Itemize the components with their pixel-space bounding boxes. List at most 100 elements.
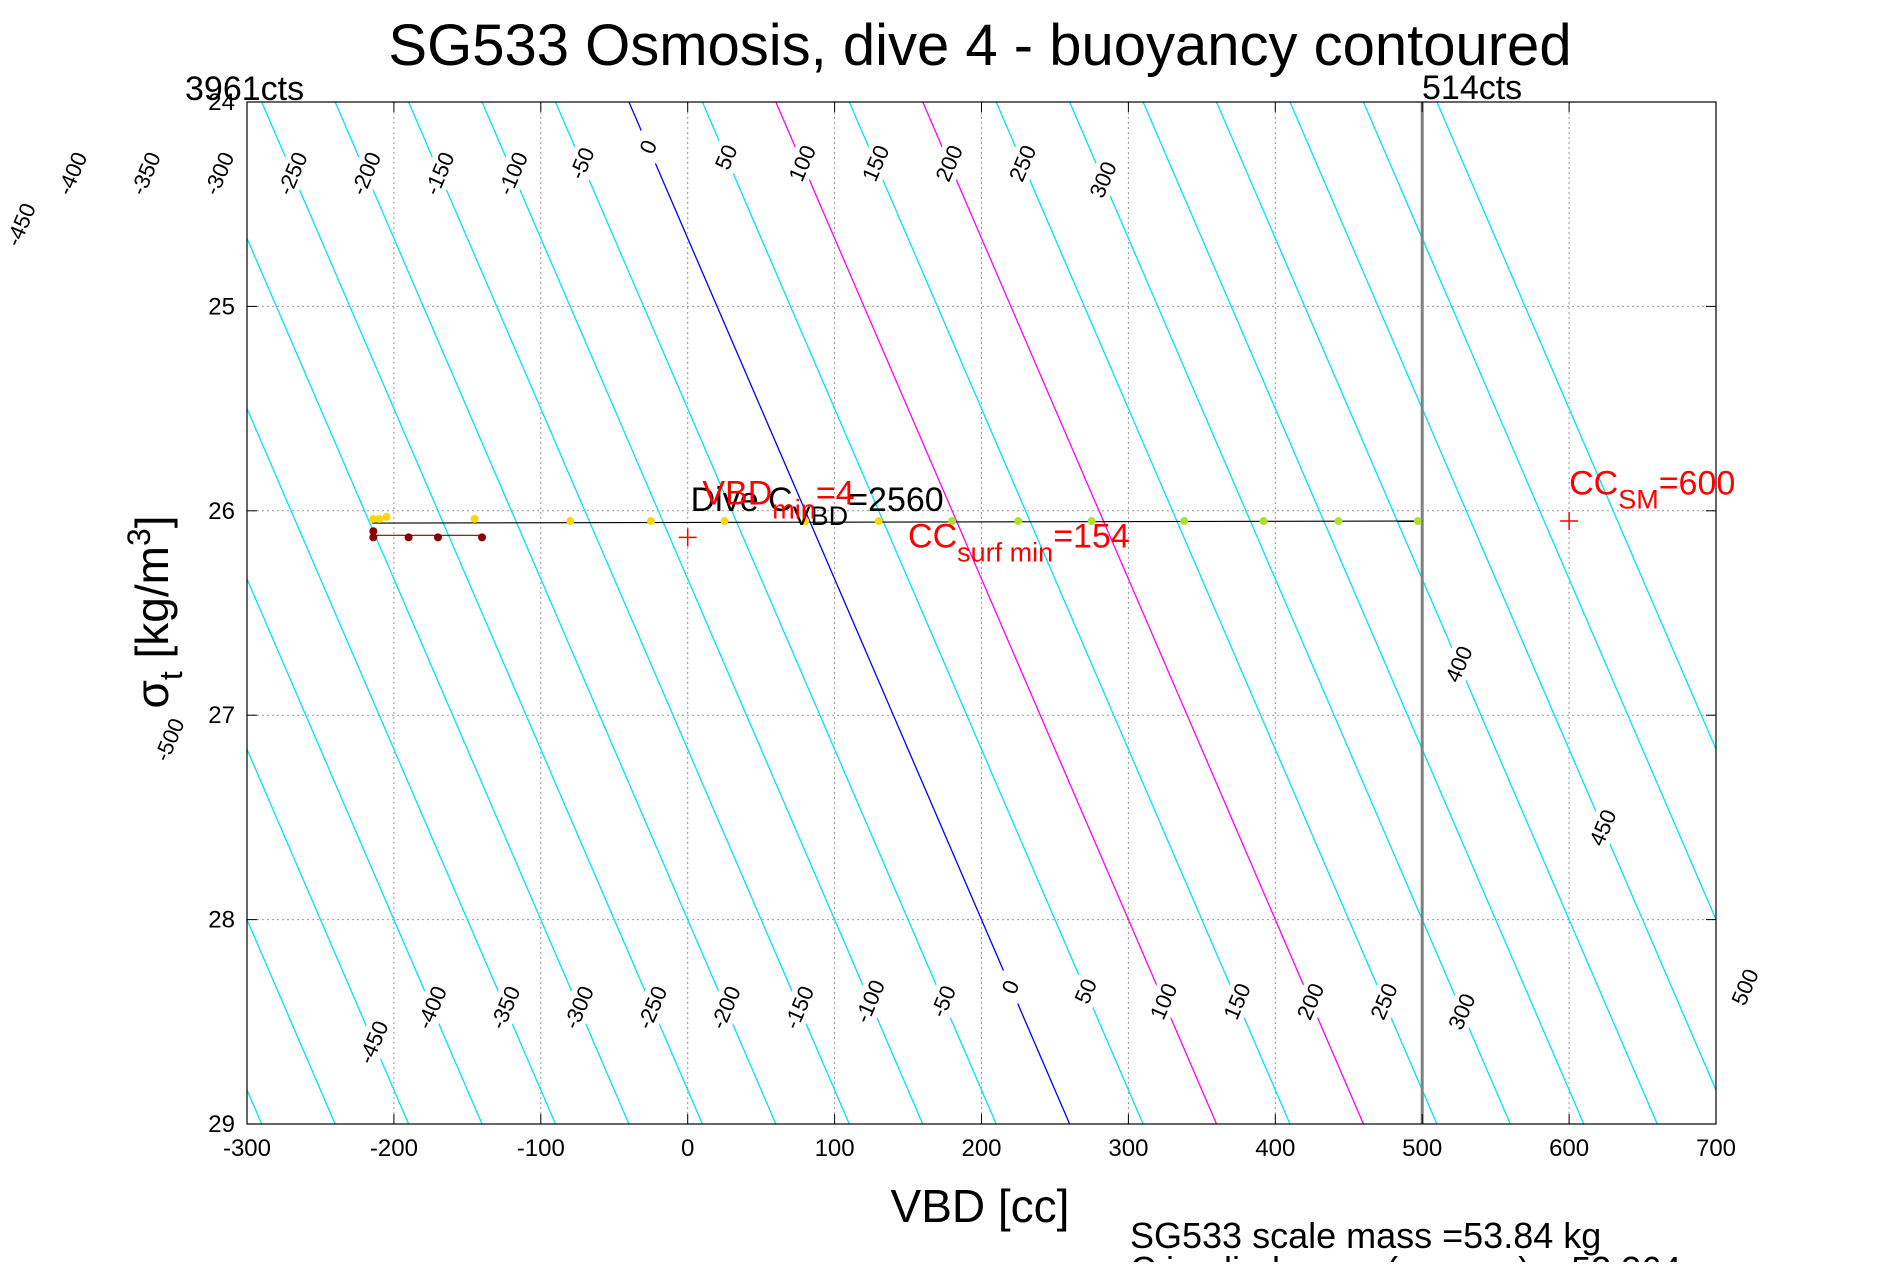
contour-label-background	[353, 1018, 394, 1066]
x-tick-label: -300	[223, 1135, 271, 1162]
annotation: VBDmin=4	[702, 475, 854, 525]
data-point	[1259, 517, 1268, 526]
top-right-counts-label: 514cts	[1422, 69, 1522, 107]
contour-label-background	[1217, 977, 1257, 1025]
contour-label-background	[923, 977, 964, 1025]
x-tick-label: 0	[681, 1135, 694, 1162]
y-tick-label: 25	[208, 293, 235, 320]
plus-marker	[1560, 512, 1579, 531]
contour-line	[481, 102, 924, 1124]
contour-line	[334, 102, 777, 1124]
axes: -300 -200 -100 0 100 200 300 400 500 600 700 24 25 26…	[208, 89, 1736, 1162]
annotation-value: =4	[816, 475, 855, 513]
x-tick-label: 200	[961, 1135, 1001, 1162]
data-point	[1087, 517, 1096, 526]
x-tick-label: 700	[1696, 1135, 1736, 1162]
contour-label-background	[632, 983, 673, 1032]
contour-label-background	[849, 977, 890, 1025]
annotation-main: CC	[1569, 464, 1618, 502]
contour-label-background	[1725, 963, 1765, 1011]
data-point	[369, 533, 378, 542]
x-tick-label: 300	[1108, 1135, 1148, 1162]
contour-label-background	[990, 963, 1031, 1011]
y-axis-label-unit-close: ]	[126, 515, 178, 528]
data-point	[1334, 517, 1343, 526]
series-line	[371, 520, 1423, 524]
contour-label-background	[149, 716, 190, 764]
contour-label-background	[558, 983, 599, 1032]
footer-line-2: C implied mass (apogee) = 53.364	[1130, 1249, 1681, 1262]
y-tick-label: 27	[208, 702, 235, 729]
contour-label-background	[562, 139, 602, 187]
contour-line	[1215, 102, 1658, 1124]
x-tick-label: -200	[370, 1135, 418, 1162]
contour-line	[247, 577, 483, 1124]
y-axis-label: σt [kg/m3]	[121, 515, 189, 708]
contour-line	[995, 102, 1438, 1124]
contour-label-background	[779, 983, 819, 1032]
contour-line	[407, 102, 850, 1124]
y-tick-label: 24	[208, 89, 235, 116]
contour-line	[848, 102, 1291, 1124]
x-tick-label: 500	[1402, 1135, 1442, 1162]
contour-line	[261, 102, 703, 1124]
footer-line-1: SG533 scale mass =53.84 kg	[1130, 1215, 1601, 1256]
data-point	[404, 533, 413, 542]
x-tick-label: 100	[815, 1135, 855, 1162]
annotation-main: Dive C	[691, 481, 793, 519]
x-tick-label: 600	[1549, 1135, 1589, 1162]
y-axis-label-subscript: t	[153, 671, 189, 680]
contour-line	[922, 102, 1365, 1124]
annotation-subscript: SM	[1618, 484, 1659, 514]
data-point	[375, 514, 384, 523]
contour-line	[1069, 102, 1511, 1124]
y-tick-label: 28	[208, 907, 235, 934]
contour-label-background	[628, 123, 669, 171]
contour-line	[1436, 102, 1716, 751]
contour-line	[247, 236, 630, 1124]
data-point	[1180, 517, 1189, 526]
contour-label-background	[485, 983, 526, 1032]
y-tick-label: 29	[208, 1111, 235, 1138]
data-point	[1014, 517, 1023, 526]
data-point	[382, 512, 391, 521]
annotation: Dive CVBD=2560	[691, 481, 944, 531]
data-point	[948, 517, 957, 526]
contour-label-background	[705, 983, 746, 1032]
x-axis-label: VBD [cc]	[891, 1180, 1070, 1232]
data-point	[433, 533, 442, 542]
data-point	[646, 517, 655, 526]
contour-line	[701, 102, 1144, 1124]
contour-line	[247, 917, 336, 1124]
contour-label-background	[1143, 977, 1184, 1025]
annotation-subscript: min	[772, 495, 816, 525]
annotation-value: =154	[1053, 518, 1130, 556]
contour-label-background	[199, 150, 239, 198]
contour-line	[1289, 102, 1716, 1092]
contour-line	[628, 102, 1071, 1124]
contour-label-background	[493, 150, 533, 198]
contour-line	[1362, 102, 1716, 922]
data-point	[801, 517, 810, 526]
contour-label-background	[346, 150, 386, 198]
contour-label-background	[1583, 804, 1623, 852]
contour-label-background	[1290, 977, 1331, 1025]
annotation-subscript: VBD	[793, 501, 849, 531]
data-point	[369, 527, 378, 536]
contour-label-background	[272, 150, 313, 198]
annotation: CCsurf min=154	[908, 518, 1130, 568]
contour-label-background	[1439, 640, 1479, 688]
contour-label-background	[419, 150, 460, 198]
contour-label-background	[1442, 988, 1482, 1036]
contour-line	[247, 747, 410, 1124]
contour-label-background	[0, 201, 41, 249]
contour-label-background	[52, 150, 93, 198]
data-point	[1413, 517, 1422, 526]
contour-label-background	[1364, 977, 1404, 1025]
contour-label-background	[1065, 967, 1106, 1015]
annotation-main: VBD	[702, 475, 772, 513]
contour-label-background	[855, 139, 896, 187]
y-tick-label: 26	[208, 498, 235, 525]
annotation-main: CC	[908, 518, 957, 556]
